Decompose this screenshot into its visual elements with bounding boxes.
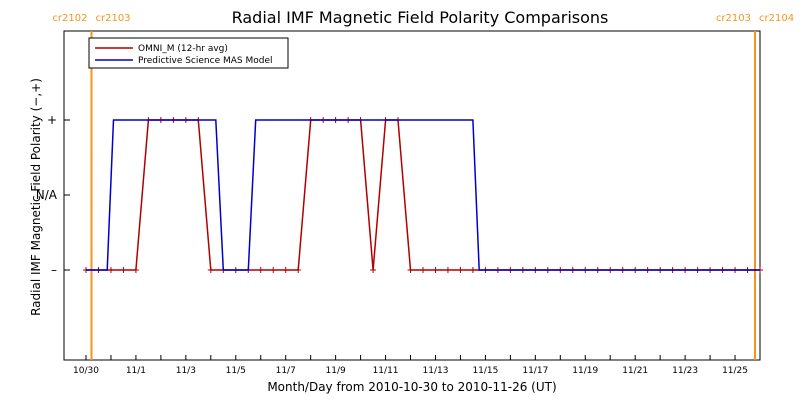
series-point xyxy=(370,267,377,273)
x-tick-label: 11/23 xyxy=(672,366,698,376)
series-point xyxy=(295,267,302,273)
series-point xyxy=(457,267,464,273)
x-tick-label: 11/17 xyxy=(522,366,548,376)
carrington-right-label: cr2104 xyxy=(759,13,794,24)
x-tick-label: 11/19 xyxy=(572,366,598,376)
series-point xyxy=(282,267,289,273)
y-axis-ticks: + N/A – xyxy=(36,113,70,277)
x-tick-label: 11/7 xyxy=(276,366,296,376)
carrington-markers xyxy=(90,31,757,360)
x-tick-label: 11/9 xyxy=(326,366,346,376)
x-axis-label: Month/Day from 2010-10-30 to 2010-11-26 … xyxy=(267,380,556,394)
x-tick-label: 11/3 xyxy=(176,366,196,376)
x-tick-label: 11/25 xyxy=(722,366,748,376)
carrington-rotation-labels: cr2102 cr2103 cr2103 cr2104 xyxy=(52,13,794,24)
legend-label-mas: Predictive Science MAS Model xyxy=(138,56,273,66)
series-point xyxy=(207,267,214,273)
x-tick-label: 11/15 xyxy=(472,366,498,376)
x-tick-label: 11/1 xyxy=(126,366,146,376)
legend: OMNI_M (12-hr avg) Predictive Science MA… xyxy=(88,37,289,69)
y-tick-label: N/A xyxy=(36,188,58,202)
series-point xyxy=(407,267,414,273)
series-point xyxy=(444,267,451,273)
series-point xyxy=(432,267,439,273)
series-point xyxy=(132,267,139,273)
x-tick-label: 10/30 xyxy=(73,366,99,376)
y-axis-label: Radial IMF Magnetic Field Polarity (−,+) xyxy=(29,78,43,316)
series-line xyxy=(86,119,760,271)
series-point xyxy=(257,267,264,273)
series-point xyxy=(120,267,127,273)
chart-title: Radial IMF Magnetic Field Polarity Compa… xyxy=(232,8,609,27)
x-tick-label: 11/5 xyxy=(226,366,246,376)
data-series xyxy=(83,117,763,273)
legend-box xyxy=(88,37,289,69)
carrington-left-label: cr2102 xyxy=(52,13,87,24)
x-tick-label: 11/13 xyxy=(423,366,449,376)
legend-label-omni: OMNI_M (12-hr avg) xyxy=(138,44,228,54)
series-point xyxy=(107,267,114,273)
series-point xyxy=(420,267,426,273)
y-tick-label: – xyxy=(51,263,57,277)
series-point xyxy=(270,267,277,273)
y-tick-label: + xyxy=(47,113,57,127)
x-tick-label: 11/11 xyxy=(373,366,399,376)
carrington-right-label: cr2103 xyxy=(95,13,130,24)
carrington-left-label: cr2103 xyxy=(716,13,751,24)
x-axis-ticks: 10/30 11/1 11/3 11/5 11/7 11/9 11/11 11/13 11/15… xyxy=(73,355,761,376)
x-tick-label: 11/21 xyxy=(622,366,648,376)
series-point xyxy=(469,267,476,273)
